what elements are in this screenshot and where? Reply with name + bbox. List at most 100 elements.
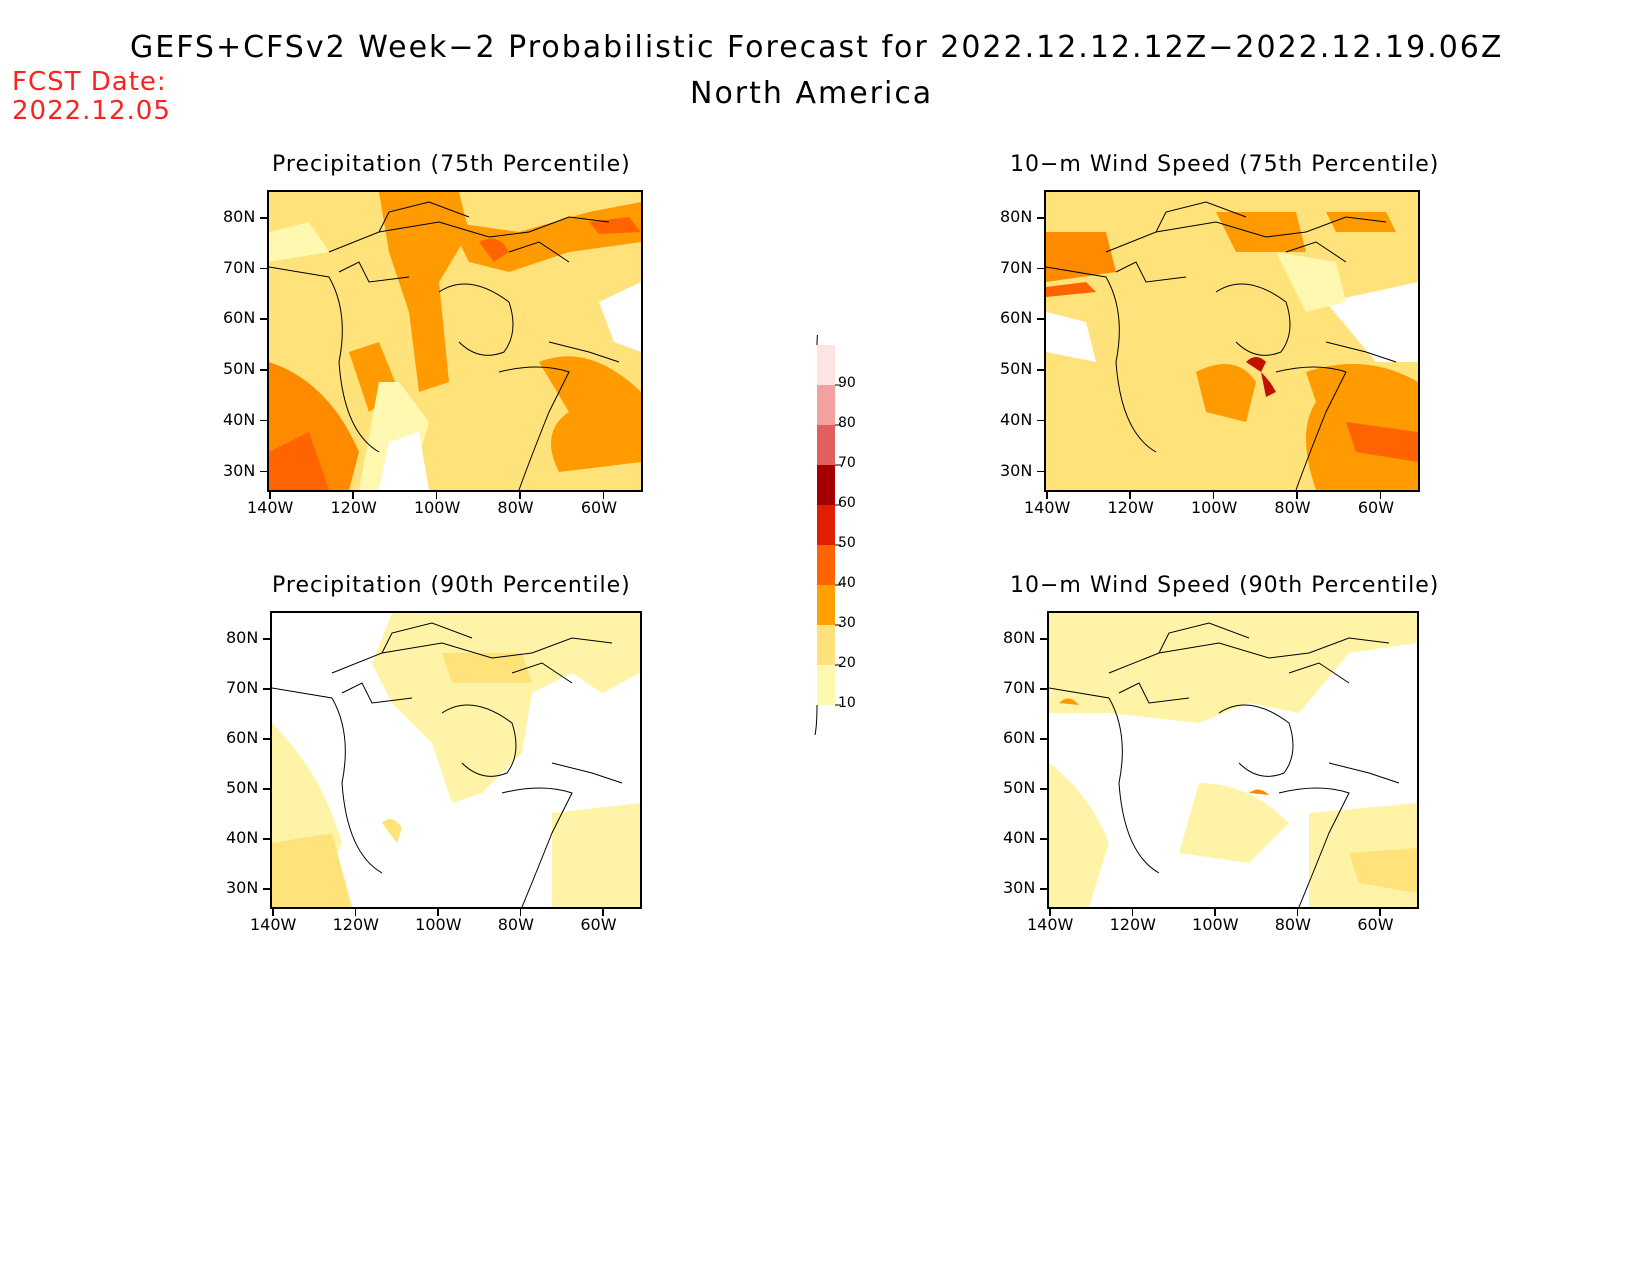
lon-tick-label: 140W — [250, 915, 297, 934]
lon-tick-mark — [1214, 909, 1216, 916]
lat-tick-label: 60N — [226, 728, 259, 748]
lon-tick-mark — [1046, 492, 1048, 499]
colorbar-level-label: 80 — [838, 415, 856, 431]
lon-tick-label: 60W — [1357, 915, 1394, 934]
lat-tick-label: 80N — [223, 207, 256, 226]
map-wind-75-graphic — [1046, 192, 1418, 490]
lat-tick-label: 70N — [226, 678, 259, 698]
lat-tick-mark — [260, 419, 267, 422]
lon-tick-mark — [352, 492, 354, 499]
lat-tick-label: 30N — [223, 460, 256, 480]
lon-tick-label: 120W — [1107, 498, 1154, 517]
panel-title: Precipitation (75th Percentile) — [272, 152, 631, 177]
colorbar-segment — [817, 505, 835, 545]
colorbar-segment — [817, 625, 835, 665]
forecast-date-label: FCST Date: — [12, 67, 167, 97]
lat-tick-mark — [1037, 217, 1044, 219]
colorbar-segment — [817, 585, 835, 625]
lat-tick-label: 70N — [1000, 257, 1033, 277]
colorbar-level-label: 90 — [838, 375, 856, 391]
lat-tick-label: 40N — [1000, 409, 1033, 429]
lat-tick-mark — [263, 638, 270, 640]
colorbar-tail — [814, 704, 818, 736]
colorbar-segment — [817, 465, 835, 505]
lat-tick-mark — [263, 838, 270, 840]
lat-tick-label: 50N — [223, 359, 256, 379]
lat-tick-mark — [260, 470, 267, 473]
lat-tick-mark — [1037, 318, 1044, 320]
lat-tick-label: 30N — [226, 878, 259, 898]
lon-tick-label: 60W — [580, 915, 617, 934]
panel-title: Precipitation (90th Percentile) — [272, 573, 631, 598]
panel-title: 10−m Wind Speed (75th Percentile) — [1010, 152, 1440, 177]
colorbar-segment — [817, 345, 835, 385]
lat-tick-label: 80N — [1003, 628, 1036, 647]
lon-tick-mark — [272, 909, 274, 916]
colorbar-tip — [816, 314, 824, 346]
lon-tick-mark — [435, 492, 438, 499]
lat-tick-mark — [1040, 638, 1047, 640]
lat-tick-mark — [260, 267, 267, 270]
colorbar-legend: 10 20 30 40 50 60 70 80 90 — [805, 314, 875, 736]
lon-tick-label: 140W — [1024, 498, 1071, 517]
lat-tick-label: 50N — [226, 778, 259, 798]
lat-tick-label: 80N — [1000, 207, 1033, 226]
forecast-date-value: 2022.12.05 — [12, 96, 171, 126]
lat-tick-label: 60N — [1000, 308, 1033, 328]
map-wind-90-graphic — [1049, 613, 1417, 907]
lon-tick-mark — [519, 492, 521, 499]
colorbar-segment — [817, 385, 835, 425]
lat-tick-label: 50N — [1003, 778, 1036, 798]
lon-tick-label: 80W — [1274, 915, 1311, 934]
lat-tick-mark — [1037, 267, 1044, 270]
lon-tick-mark — [1296, 492, 1298, 499]
lat-tick-label: 40N — [1003, 828, 1036, 848]
lat-tick-label: 70N — [223, 257, 256, 277]
lon-tick-label: 140W — [247, 498, 294, 517]
lon-tick-mark — [602, 909, 604, 916]
lat-tick-mark — [1037, 419, 1044, 422]
lon-tick-label: 100W — [1190, 498, 1238, 517]
lat-tick-mark — [263, 888, 270, 890]
colorbar-level-label: 70 — [838, 455, 856, 471]
map-precip-90 — [270, 611, 642, 909]
lat-tick-label: 30N — [1000, 460, 1033, 480]
lon-tick-mark — [602, 492, 605, 499]
colorbar-level-label: 40 — [838, 575, 856, 591]
lat-tick-mark — [1040, 838, 1047, 840]
lon-tick-label: 100W — [1192, 915, 1239, 934]
lon-tick-mark — [1212, 492, 1215, 499]
lon-tick-mark — [1379, 492, 1382, 499]
lat-tick-mark — [263, 788, 270, 790]
lon-tick-mark — [519, 909, 522, 916]
lon-tick-mark — [269, 492, 271, 499]
lon-tick-mark — [1131, 909, 1134, 916]
lat-tick-mark — [260, 318, 267, 320]
lat-tick-mark — [1040, 888, 1047, 890]
lon-tick-label: 80W — [497, 498, 534, 517]
lon-tick-mark — [1129, 492, 1131, 499]
colorbar-level-label: 10 — [838, 695, 856, 711]
lat-tick-label: 40N — [223, 409, 256, 429]
lat-tick-label: 60N — [223, 308, 256, 328]
lat-tick-mark — [1037, 369, 1044, 371]
lon-tick-mark — [1379, 909, 1381, 916]
lat-tick-mark — [1037, 470, 1044, 473]
lon-tick-label: 120W — [1109, 915, 1156, 934]
forecast-date-block: FCST Date: 2022.12.05 — [12, 68, 171, 126]
lat-tick-mark — [263, 738, 270, 740]
lon-tick-label: 100W — [415, 915, 462, 934]
lon-tick-label: 120W — [330, 498, 377, 517]
lat-tick-mark — [260, 369, 267, 371]
colorbar-level-label: 20 — [838, 655, 856, 671]
lon-tick-label: 80W — [1274, 498, 1311, 517]
map-precip-90-graphic — [272, 613, 640, 907]
lon-tick-label: 80W — [497, 915, 534, 934]
map-precip-75 — [267, 190, 643, 492]
forecast-title: GEFS+CFSv2 Week−2 Probabilistic Forecast… — [130, 30, 1504, 65]
lat-tick-label: 60N — [1003, 728, 1036, 748]
map-wind-75 — [1044, 190, 1420, 492]
lon-tick-mark — [1049, 909, 1051, 916]
panel-title: 10−m Wind Speed (90th Percentile) — [1010, 573, 1440, 598]
lat-tick-mark — [1040, 688, 1047, 690]
